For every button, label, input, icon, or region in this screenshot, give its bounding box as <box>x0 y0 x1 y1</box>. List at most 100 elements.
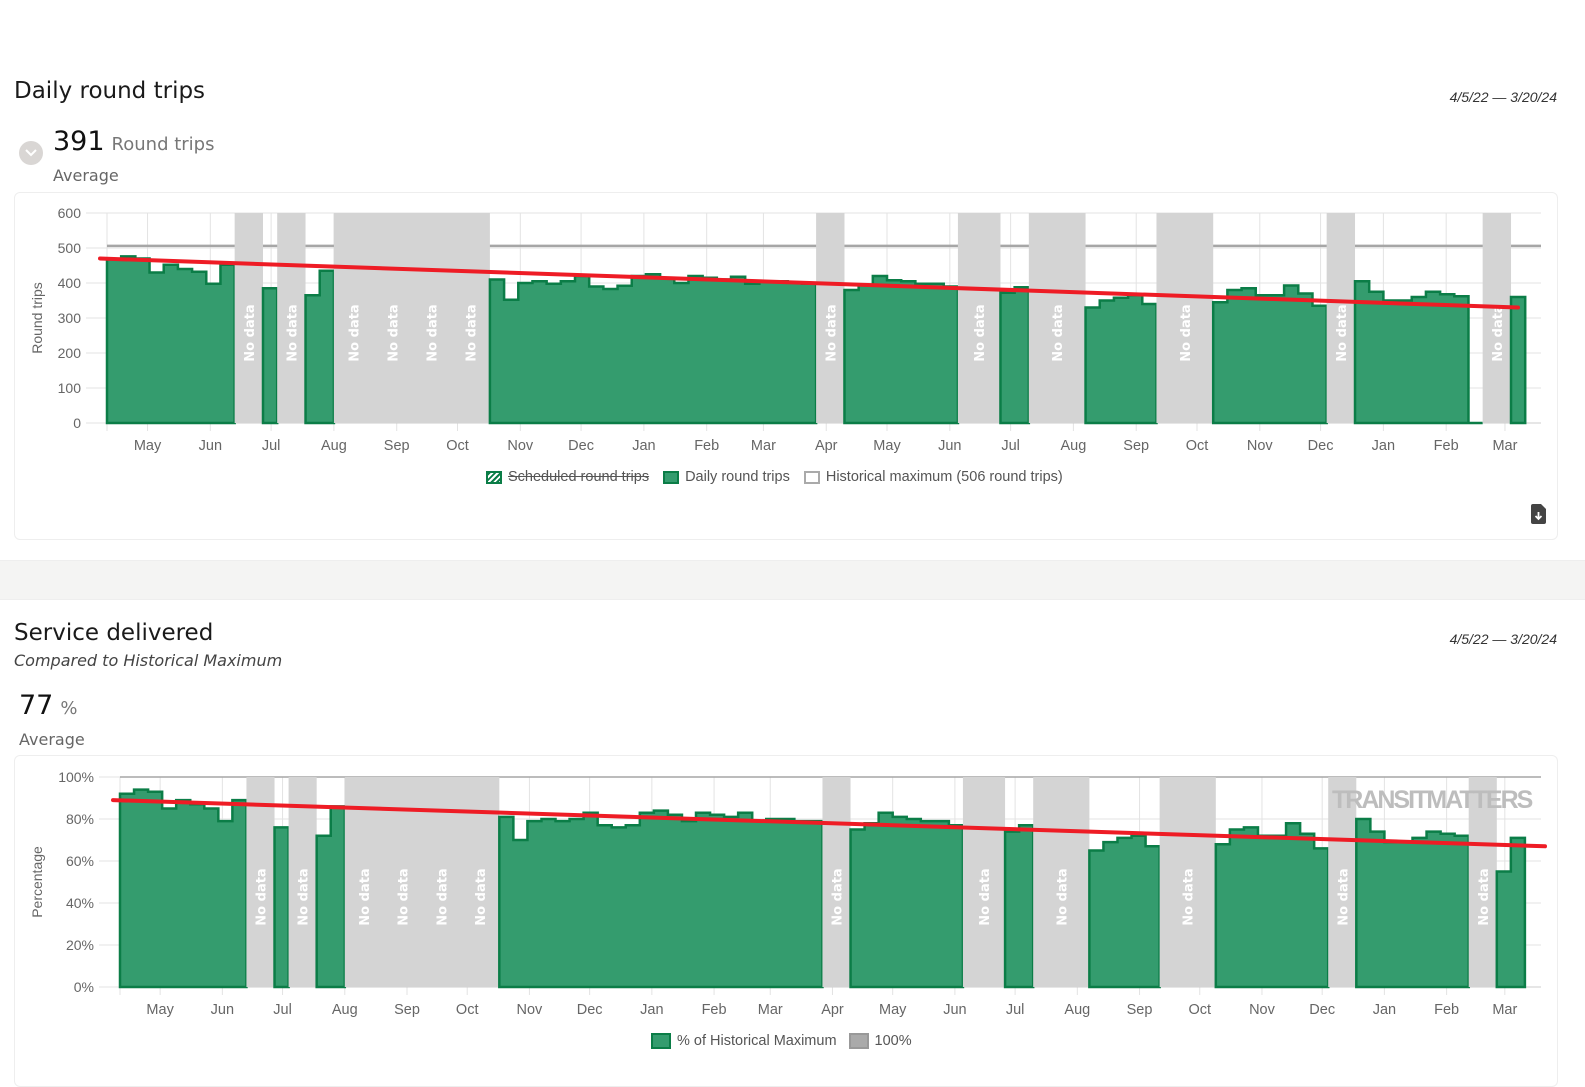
y-tick-label: 80% <box>66 811 94 827</box>
legend-item-scheduled[interactable]: Scheduled round trips <box>486 469 649 485</box>
chart-legend: Scheduled round trips Daily round trips … <box>486 469 1063 485</box>
data-series-area <box>315 805 347 989</box>
y-tick-label: 40% <box>66 895 94 911</box>
legend-item-percent[interactable]: % of Historical Maximum <box>651 1033 837 1049</box>
no-data-band <box>234 213 264 423</box>
chart-plot: 0% 20% 40% 60% 80% 100% Percentage May Jun Jul Aug… <box>29 769 1547 1018</box>
no-data-label: No data <box>1179 304 1194 361</box>
x-tick-label: Jul <box>1001 438 1020 454</box>
no-data-label: No data <box>1491 304 1506 361</box>
y-tick-label: 100 <box>58 380 82 396</box>
no-data-label: No data <box>1336 868 1351 925</box>
x-tick-label: Jun <box>199 438 222 454</box>
chart-legend: % of Historical Maximum 100% <box>651 1033 912 1049</box>
no-data-label: No data <box>1182 868 1197 925</box>
legend-item-100[interactable]: 100% <box>848 1033 912 1049</box>
stat-unit: Round trips <box>111 134 215 155</box>
y-tick-label: 300 <box>58 310 82 326</box>
x-tick-label: Feb <box>702 1002 727 1018</box>
no-data-band <box>333 213 490 423</box>
no-data-label: No data <box>358 868 373 925</box>
x-tick-label: Oct <box>1188 1002 1211 1018</box>
y-axis-label: Round trips <box>29 282 45 354</box>
x-tick-label: Jul <box>1006 1002 1025 1018</box>
x-tick-label: Dec <box>1308 438 1334 454</box>
x-tick-label: Sep <box>394 1002 420 1018</box>
x-tick-label: Aug <box>1064 1002 1090 1018</box>
no-data-band <box>1326 213 1356 423</box>
no-data-label: No data <box>285 304 300 361</box>
data-series-area <box>1214 821 1330 989</box>
y-tick-label: 60% <box>66 853 94 869</box>
no-data-label: No data <box>397 868 412 925</box>
no-data-label: No data <box>1055 868 1070 925</box>
green-swatch-icon <box>651 1033 671 1049</box>
chevron-down-icon <box>25 149 37 157</box>
y-tick-label: 100% <box>58 769 94 785</box>
legend-item-daily[interactable]: Daily round trips <box>663 469 790 485</box>
x-tick-label: Dec <box>577 1002 603 1018</box>
y-tick-label: 600 <box>58 205 82 221</box>
data-series-area <box>1211 284 1328 425</box>
x-tick-label: Aug <box>332 1002 358 1018</box>
x-tick-label: Nov <box>517 1002 544 1018</box>
data-series-area <box>1353 280 1483 425</box>
stat-unit: % <box>60 698 78 719</box>
no-data-band <box>1328 777 1357 987</box>
x-tick-label: Dec <box>568 438 594 454</box>
x-tick-label: May <box>873 438 901 454</box>
no-data-band <box>1156 213 1214 423</box>
x-tick-label: Jul <box>262 438 281 454</box>
x-tick-label: Oct <box>446 438 469 454</box>
no-data-label: No data <box>1051 304 1066 361</box>
x-tick-label: Nov <box>1249 1002 1276 1018</box>
trend-line <box>98 256 1520 310</box>
x-tick-label: Feb <box>1434 438 1459 454</box>
x-tick-label: Mar <box>758 1002 783 1018</box>
x-tick-label: Sep <box>1127 1002 1153 1018</box>
data-series-area <box>1509 295 1527 425</box>
green-swatch-icon <box>663 470 680 484</box>
section-title-round-trips: Daily round trips <box>14 78 206 104</box>
legend-label: 100% <box>874 1033 912 1049</box>
data-series-area <box>849 811 965 989</box>
no-data-label: No data <box>824 304 839 361</box>
hatched-swatch-icon <box>486 470 502 484</box>
legend-item-max[interactable]: Historical maximum (506 round trips) <box>803 469 1063 485</box>
x-tick-label: Oct <box>1186 438 1209 454</box>
no-data-label: No data <box>386 304 401 361</box>
no-data-label: No data <box>297 868 312 925</box>
x-tick-label: Jan <box>1372 438 1395 454</box>
x-tick-label: Sep <box>1123 438 1149 454</box>
no-data-band <box>288 777 317 987</box>
stat-label: Average <box>53 166 119 185</box>
x-tick-label: Mar <box>1492 438 1517 454</box>
download-button[interactable] <box>1531 504 1546 529</box>
collapse-toggle-button[interactable] <box>19 141 43 165</box>
no-data-label: No data <box>425 304 440 361</box>
no-data-band <box>816 213 845 423</box>
x-tick-label: Jun <box>211 1002 234 1018</box>
no-data-band <box>246 777 275 987</box>
legend-label: Scheduled round trips <box>508 469 650 485</box>
x-tick-label: Jan <box>1373 1002 1396 1018</box>
x-tick-label: May <box>134 438 162 454</box>
x-tick-label: Aug <box>321 438 347 454</box>
data-series-area <box>1355 817 1470 989</box>
y-tick-label: 200 <box>58 345 82 361</box>
x-tick-label: Jan <box>640 1002 663 1018</box>
no-data-band <box>962 777 1006 987</box>
no-data-label: No data <box>464 304 479 361</box>
no-data-band <box>1028 213 1086 423</box>
stat-label: Average <box>19 730 85 749</box>
no-data-label: No data <box>254 868 269 925</box>
x-tick-label: Feb <box>1434 1002 1459 1018</box>
no-data-label: No data <box>1335 304 1350 361</box>
x-tick-label: Apr <box>821 1002 844 1018</box>
legend-label: % of Historical Maximum <box>677 1033 837 1049</box>
data-series-area <box>1495 836 1527 989</box>
no-data-label: No data <box>830 868 845 925</box>
x-tick-label: Feb <box>694 438 719 454</box>
